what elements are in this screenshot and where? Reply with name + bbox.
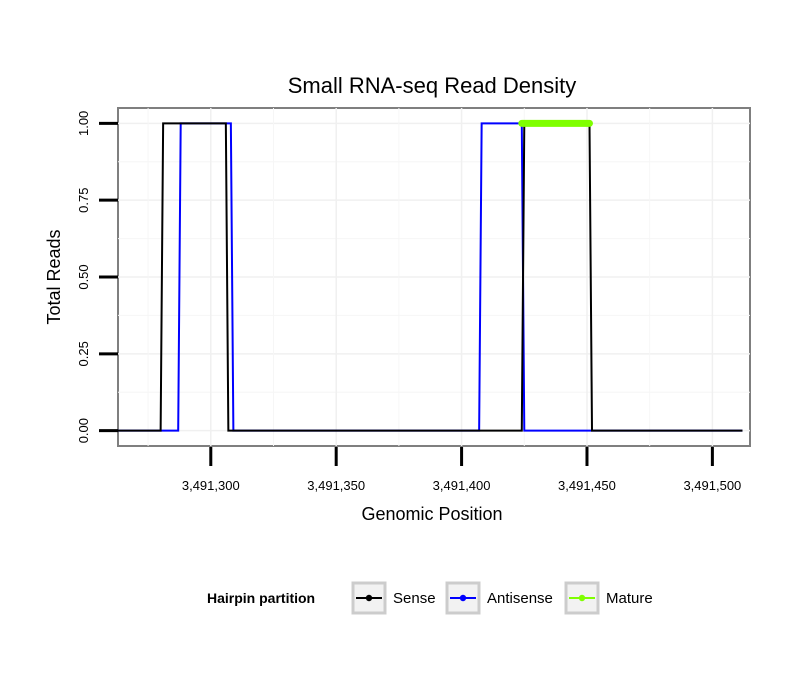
- x-tick-label: 3,491,350: [307, 478, 365, 493]
- y-tick-label: 0.50: [76, 264, 91, 289]
- x-axis: 3,491,300 3,491,350 3,491,400 3,491,450 3,49…: [182, 447, 741, 493]
- x-tick-label: 3,491,500: [683, 478, 741, 493]
- y-tick-label: 1.00: [76, 111, 91, 136]
- y-tick-label: 0.75: [76, 188, 91, 213]
- legend-label-antisense: Antisense: [487, 590, 553, 607]
- x-tick-label: 3,491,450: [558, 478, 616, 493]
- y-axis-title: Total Reads: [44, 229, 64, 324]
- x-axis-title: Genomic Position: [361, 504, 502, 524]
- series-layer: [118, 119, 743, 432]
- chart-title: Small RNA-seq Read Density: [288, 73, 577, 98]
- y-tick-label: 0.25: [76, 341, 91, 366]
- legend-label-mature: Mature: [606, 590, 653, 607]
- legend-key-point: [365, 594, 373, 602]
- x-tick-label: 3,491,400: [433, 478, 491, 493]
- legend-key-point: [459, 594, 467, 602]
- series-line-sense: [118, 122, 743, 432]
- legend-title: Hairpin partition: [207, 590, 315, 606]
- x-tick-label: 3,491,300: [182, 478, 240, 493]
- legend-label-sense: Sense: [393, 590, 436, 607]
- y-tick-label: 0.00: [76, 418, 91, 443]
- legend: Hairpin partition Sense Antisense Mature: [207, 581, 653, 615]
- y-axis: 0.00 0.25 0.50 0.75 1.00: [76, 111, 118, 443]
- legend-key-point: [578, 594, 586, 602]
